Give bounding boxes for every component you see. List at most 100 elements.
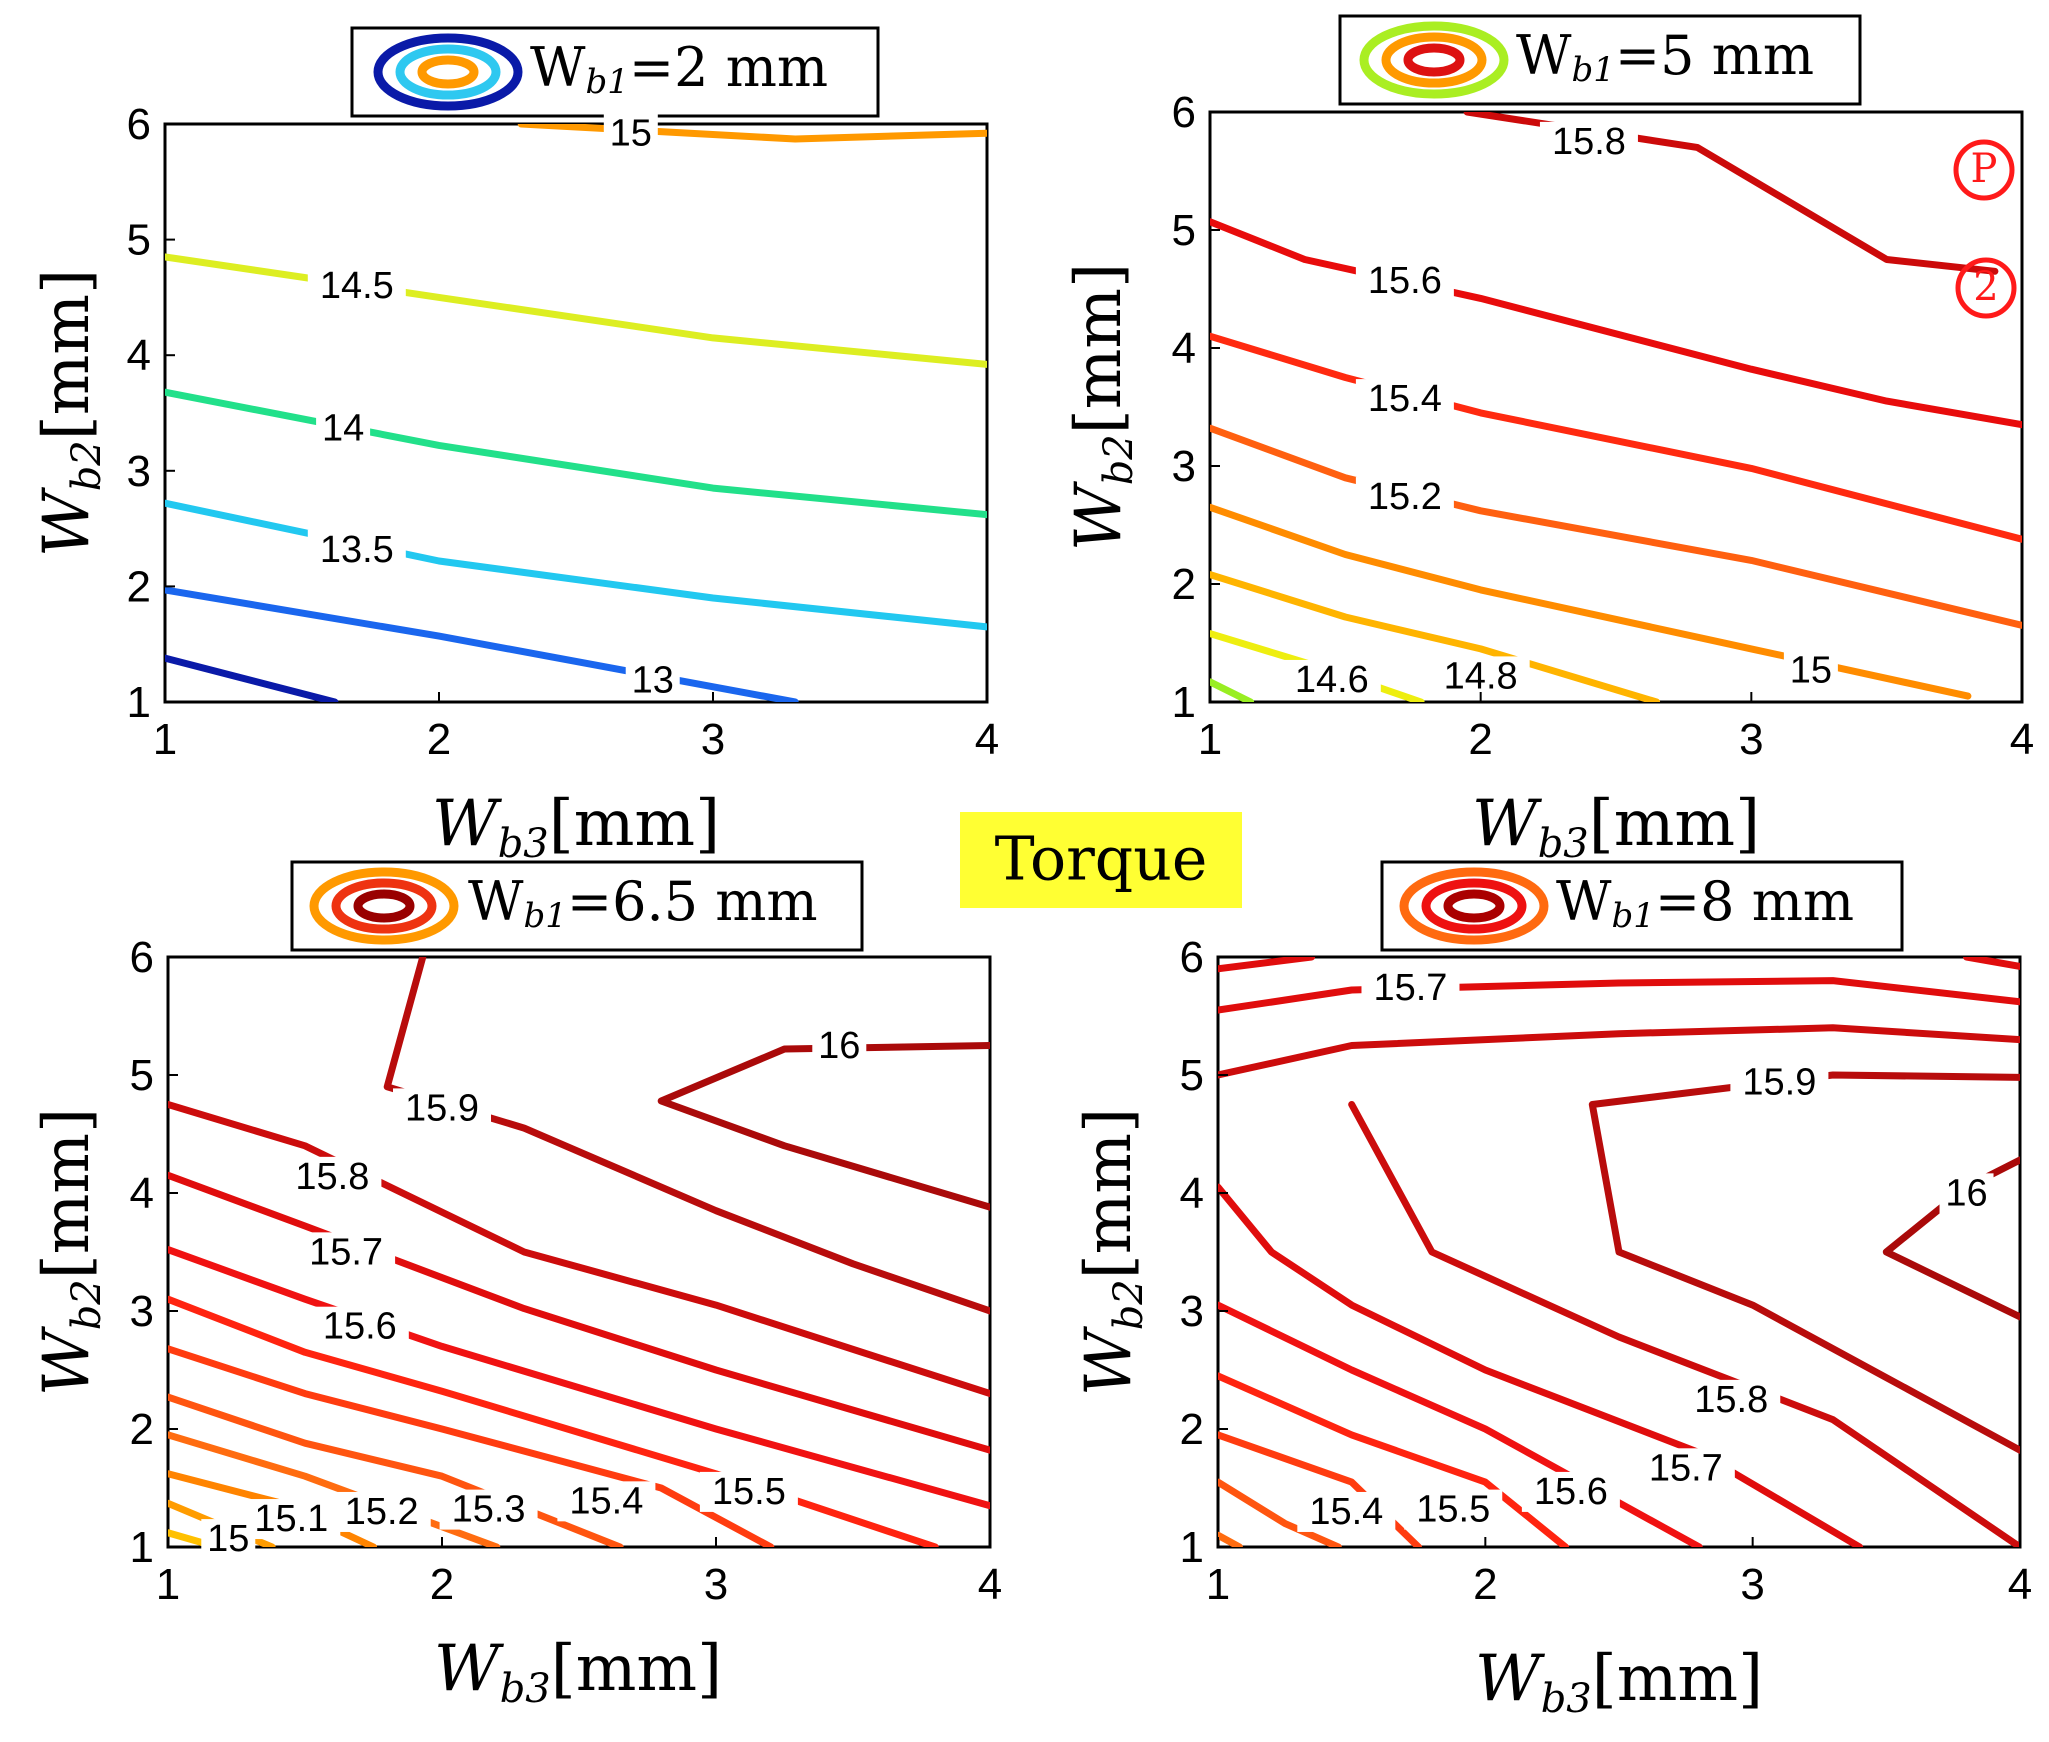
contour-line [1210, 332, 2022, 543]
panel-wb1-6.5mm: Wb1=6.5 mm 1615.915.815.715.615.515.415.… [30, 860, 1002, 1712]
contour-label-bg [1355, 261, 1454, 302]
contour-line [1588, 1071, 2020, 1454]
x-tick-label: 2 [430, 1560, 454, 1609]
contour-label: 13.5 [320, 529, 394, 571]
legend-ring [395, 44, 501, 100]
y-ticks: 1 2 3 4 5 6 [1180, 933, 1228, 1572]
contour-label: 14.6 [1295, 659, 1369, 701]
x-tick-label: 1 [1206, 1560, 1230, 1609]
contour-label: 14 [322, 407, 364, 449]
contour-label-bg [699, 1471, 798, 1512]
marker-circle [1953, 139, 2015, 201]
contour-line [168, 1345, 775, 1547]
y-tick-label: 2 [1180, 1405, 1204, 1454]
contour-line [165, 388, 987, 519]
contour-label: 15.8 [1694, 1379, 1768, 1421]
x-tick-label: 1 [153, 715, 177, 764]
x-tick-label: 3 [704, 1560, 728, 1609]
contour-rings-icon [309, 867, 459, 945]
y-tick-label: 1 [130, 1523, 154, 1572]
y-tick-label: 6 [1172, 88, 1196, 137]
contour-line [168, 1431, 501, 1547]
x-tick-label: 2 [1473, 1560, 1497, 1609]
torque-label: Torque [995, 825, 1208, 895]
legend-ring [1443, 889, 1505, 923]
contour-label-bg [310, 1306, 409, 1347]
contour-label-bg [1361, 968, 1460, 1009]
y-axis-label: Wb2[mm] [1062, 263, 1142, 551]
legend-box: Wb1=5 mm [1338, 14, 1862, 106]
contour-line [383, 957, 990, 1315]
x-tick-label: 4 [2010, 715, 2034, 764]
y-tick-label: 3 [127, 447, 151, 496]
contour-line [168, 1246, 990, 1510]
y-tick-label: 3 [1172, 442, 1196, 491]
legend-ring [1381, 32, 1487, 88]
contour-label: 13 [632, 659, 674, 701]
y-tick-label: 4 [127, 331, 151, 380]
contour-label: 15.2 [1368, 476, 1442, 518]
contour-label-bg [201, 1519, 256, 1560]
contour-label-bg [1682, 1379, 1781, 1420]
plot-frame [1208, 110, 2024, 704]
y-tick-label: 6 [1180, 933, 1204, 982]
contour-label-bg [1431, 656, 1530, 697]
contour-label-bg [603, 113, 658, 154]
y-tick-label: 3 [1180, 1287, 1204, 1336]
y-tick-label: 5 [1180, 1051, 1204, 1100]
legend-label: Wb1=5 mm [1516, 24, 1814, 90]
contour-label: 15.5 [712, 1471, 786, 1513]
marker-label: P [1971, 146, 1998, 192]
y-ticks: 1 2 3 4 5 6 [127, 100, 175, 727]
contour-label-bg [283, 1156, 382, 1197]
contour-line [1218, 1531, 1243, 1547]
contour-label-bg [812, 1025, 867, 1066]
contour-line [1218, 1478, 1342, 1547]
plot-frame [163, 122, 989, 704]
x-ticks: 1 2 3 4 [1206, 1537, 2032, 1609]
contour-label-bg [1939, 1173, 1994, 1214]
contour-label: 15 [1790, 650, 1832, 692]
legend-ring [1399, 867, 1549, 945]
contour-label-bg [625, 660, 680, 701]
torque-label-box [960, 812, 1242, 908]
contour-labels: 16 15.9 15.8 15.7 15.7 15.6 15.5 15.4 [1297, 967, 1994, 1533]
legend-ring [1403, 43, 1465, 77]
contour-line [1210, 424, 2022, 629]
contour-rings-icon [1399, 867, 1549, 945]
x-axis-label: Wb3[mm] [1472, 787, 1760, 867]
legend-label: Wb1=8 mm [1556, 870, 1854, 936]
legend-ring [331, 878, 437, 934]
contour-labels: 15.8 15.6 15.4 15.2 15 14.8 14.6 [1282, 121, 1838, 701]
contour-label: 14.8 [1444, 655, 1518, 697]
contour-label: 15.3 [452, 1489, 526, 1531]
y-ticks: 1 2 3 4 5 6 [130, 933, 178, 1572]
contour-label: 16 [1945, 1172, 1987, 1214]
y-tick-label: 4 [1180, 1169, 1204, 1218]
contour-label-bg [307, 266, 406, 307]
contour-label: 15.7 [1649, 1447, 1723, 1489]
x-tick-label: 4 [978, 1560, 1002, 1609]
contour-line [1210, 678, 1255, 702]
y-tick-label: 6 [130, 933, 154, 982]
contour-label: 15.6 [1534, 1471, 1608, 1513]
contour-line [165, 253, 987, 368]
contour-line [168, 1171, 990, 1454]
contour-label: 15 [207, 1518, 249, 1560]
y-axis-label: Wb2[mm] [30, 1108, 110, 1396]
legend-box: Wb1=2 mm [350, 26, 880, 118]
x-tick-label: 1 [156, 1560, 180, 1609]
contour-label: 15.4 [569, 1480, 643, 1522]
contour-label: 15.6 [323, 1306, 397, 1348]
y-tick-label: 2 [130, 1405, 154, 1454]
y-ticks: 1 2 3 4 5 6 [1172, 88, 1220, 727]
contour-label-bg [1783, 650, 1838, 691]
y-tick-label: 2 [127, 562, 151, 611]
contour-label-bg [1636, 1448, 1735, 1489]
y-tick-label: 2 [1172, 560, 1196, 609]
y-tick-label: 4 [1172, 324, 1196, 373]
contour-label-bg [297, 1232, 396, 1273]
contour-label: 15.2 [345, 1491, 419, 1533]
contour-label-bg [1355, 477, 1454, 518]
x-tick-label: 2 [1468, 715, 1492, 764]
